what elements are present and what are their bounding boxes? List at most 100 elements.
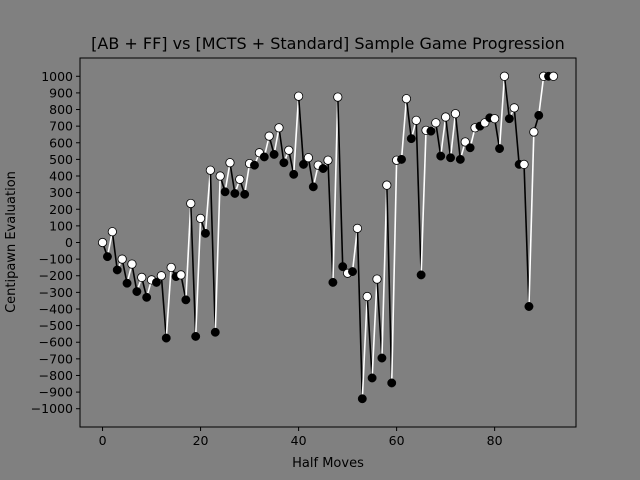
chart-title: [AB + FF] vs [MCTS + Standard] Sample Ga… [91, 34, 565, 53]
data-point-white [441, 113, 449, 121]
data-point-black [329, 278, 337, 286]
data-point-black [211, 328, 219, 336]
y-tick-label: −900 [39, 385, 73, 400]
data-point-white [520, 160, 528, 168]
data-point-black [495, 144, 503, 152]
data-point-black [182, 296, 190, 304]
data-point-black [113, 266, 121, 274]
data-point-white [187, 199, 195, 207]
data-point-white [177, 271, 185, 279]
data-point-black [505, 114, 513, 122]
y-tick-label: 100 [49, 218, 73, 233]
data-point-white [451, 109, 459, 117]
data-point-black [388, 379, 396, 387]
data-point-white [373, 275, 381, 283]
data-point-white [432, 119, 440, 127]
data-point-white [285, 146, 293, 154]
data-point-black [191, 332, 199, 340]
y-tick-label: −1000 [31, 401, 73, 416]
data-point-black [201, 229, 209, 237]
data-point-black [525, 302, 533, 310]
y-tick-label: −400 [39, 301, 73, 316]
data-point-white [500, 72, 508, 80]
data-point-white [118, 255, 126, 263]
x-axis-label: Half Moves [292, 456, 364, 471]
y-tick-label: 900 [49, 85, 73, 100]
data-point-black [378, 354, 386, 362]
x-tick-label: 60 [389, 433, 405, 448]
y-tick-label: −100 [39, 252, 73, 267]
data-point-white [98, 238, 106, 246]
data-point-white [334, 93, 342, 101]
y-tick-label: 0 [65, 235, 73, 250]
x-tick-label: 40 [291, 433, 307, 448]
data-point-black [535, 111, 543, 119]
y-tick-label: −200 [39, 268, 73, 283]
data-point-black [466, 144, 474, 152]
data-point-black [221, 188, 229, 196]
data-point-white [275, 124, 283, 132]
y-axis-label: Centipawn Evaluation [4, 171, 19, 313]
data-point-black [437, 152, 445, 160]
data-point-black [358, 395, 366, 403]
data-point-black [319, 164, 327, 172]
data-point-white [216, 172, 224, 180]
data-point-black [427, 127, 435, 135]
y-tick-label: −600 [39, 335, 73, 350]
data-point-white [412, 116, 420, 124]
data-point-black [417, 271, 425, 279]
data-point-black [348, 267, 356, 275]
x-tick-label: 20 [193, 433, 209, 448]
data-point-white [510, 104, 518, 112]
y-tick-label: 500 [49, 152, 73, 167]
data-point-black [270, 150, 278, 158]
data-point-white [490, 114, 498, 122]
data-point-white [549, 72, 557, 80]
data-point-black [250, 161, 258, 169]
x-tick-label: 0 [99, 433, 107, 448]
y-tick-label: −700 [39, 351, 73, 366]
y-tick-label: 300 [49, 185, 73, 200]
data-point-black [240, 190, 248, 198]
data-point-black [123, 279, 131, 287]
y-tick-label: 800 [49, 102, 73, 117]
data-point-black [260, 153, 268, 161]
y-tick-label: 700 [49, 119, 73, 134]
y-tick-label: 200 [49, 202, 73, 217]
data-point-black [309, 183, 317, 191]
data-point-white [236, 175, 244, 183]
data-point-black [133, 287, 141, 295]
data-point-black [103, 252, 111, 260]
data-point-black [162, 334, 170, 342]
data-point-white [402, 95, 410, 103]
data-point-white [138, 273, 146, 281]
data-point-white [196, 214, 204, 222]
y-tick-label: 600 [49, 135, 73, 150]
y-tick-label: 1000 [41, 69, 73, 84]
y-tick-label: −800 [39, 368, 73, 383]
y-tick-label: −300 [39, 285, 73, 300]
data-point-white [383, 181, 391, 189]
y-tick-label: 400 [49, 169, 73, 184]
data-point-white [206, 166, 214, 174]
data-point-white [353, 224, 361, 232]
data-point-black [142, 293, 150, 301]
data-point-black [280, 159, 288, 167]
data-point-white [157, 272, 165, 280]
data-point-black [368, 374, 376, 382]
x-tick-label: 80 [487, 433, 503, 448]
data-point-black [456, 155, 464, 163]
data-point-black [231, 189, 239, 197]
data-point-white [167, 263, 175, 271]
data-point-black [289, 170, 297, 178]
data-point-white [530, 128, 538, 136]
data-point-black [407, 134, 415, 142]
data-point-black [397, 155, 405, 163]
x-axis: 0 20 40 60 80 [99, 427, 503, 448]
data-point-black [446, 154, 454, 162]
data-point-white [265, 132, 273, 140]
y-axis: −1000−900−800−700−600−500−400−300−200−10… [31, 69, 80, 416]
data-point-white [363, 292, 371, 300]
